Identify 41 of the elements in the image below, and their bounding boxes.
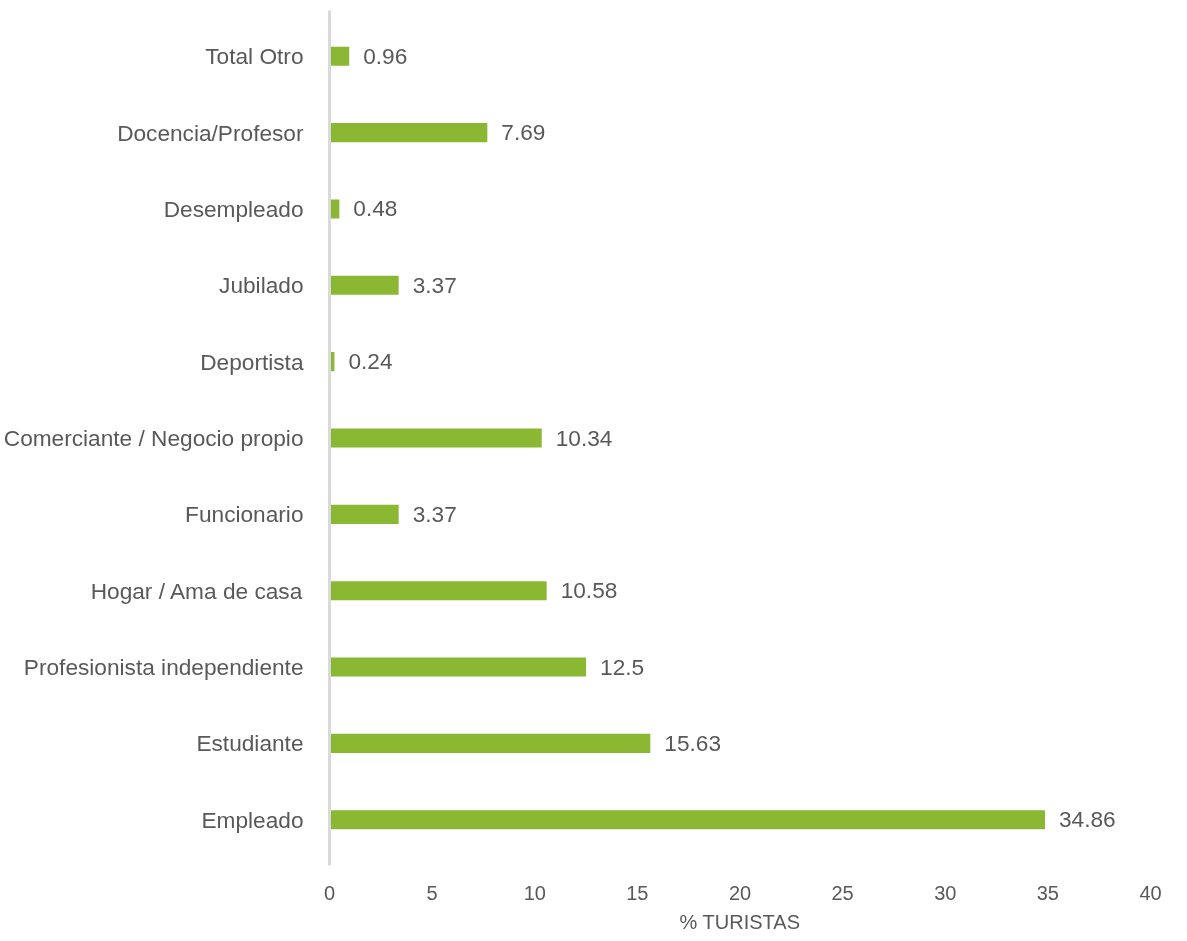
x-axis-title: % TURISTAS bbox=[679, 910, 801, 933]
y-tick-label: Hogar / Ama de casa bbox=[90, 577, 303, 604]
bar bbox=[329, 428, 542, 448]
bar bbox=[329, 275, 399, 295]
data-label: 10.58 bbox=[560, 577, 618, 604]
y-tick-label: Funcionario bbox=[185, 501, 304, 528]
y-tick-label: Desempleado bbox=[163, 195, 304, 222]
bar bbox=[329, 46, 350, 66]
y-tick-label: Docencia/Profesor bbox=[117, 119, 304, 146]
y-tick-label: Profesionista independiente bbox=[23, 654, 304, 681]
bar bbox=[329, 810, 1045, 830]
data-label: 10.34 bbox=[555, 424, 613, 451]
x-tick-label: 30 bbox=[934, 881, 957, 904]
bar bbox=[329, 504, 399, 524]
x-tick-label: 25 bbox=[831, 881, 854, 904]
x-tick-label: 10 bbox=[523, 881, 546, 904]
x-tick-label: 20 bbox=[728, 881, 752, 904]
y-tick-label: Deportista bbox=[200, 348, 304, 375]
bar bbox=[329, 657, 587, 677]
data-label: 0.96 bbox=[363, 42, 408, 69]
y-tick-label: Jubilado bbox=[219, 272, 304, 299]
y-tick-label: Empleado bbox=[201, 806, 304, 833]
x-tick-label: 0 bbox=[323, 881, 336, 904]
data-label: 15.63 bbox=[664, 729, 722, 756]
data-label: 34.86 bbox=[1059, 806, 1116, 833]
bar bbox=[329, 123, 488, 143]
bar bbox=[329, 581, 547, 601]
y-tick-label: Total Otro bbox=[205, 43, 304, 70]
data-label: 12.5 bbox=[600, 653, 645, 680]
y-tick-label: Estudiante bbox=[196, 730, 304, 757]
data-label: 7.69 bbox=[501, 119, 546, 146]
data-label: 0.24 bbox=[348, 348, 393, 375]
x-tick-label: 5 bbox=[426, 881, 438, 904]
bar bbox=[329, 733, 651, 753]
x-tick-label: 40 bbox=[1139, 881, 1162, 904]
data-label: 3.37 bbox=[412, 500, 457, 527]
x-tick-label: 35 bbox=[1036, 881, 1059, 904]
y-tick-label: Comerciante / Negocio propio bbox=[3, 425, 304, 451]
x-tick-label: 15 bbox=[626, 881, 649, 904]
data-label: 3.37 bbox=[412, 271, 457, 298]
data-label: 0.48 bbox=[353, 195, 398, 222]
